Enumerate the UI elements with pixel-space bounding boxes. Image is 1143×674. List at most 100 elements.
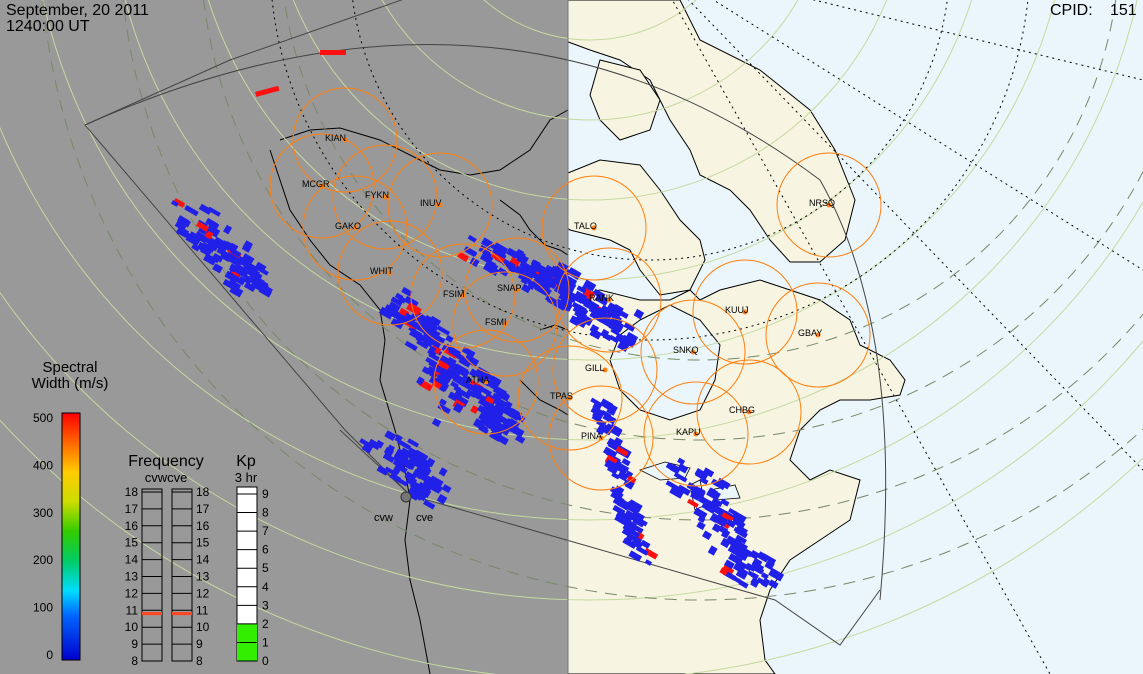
freq-tick-label-right: 18: [196, 485, 210, 499]
echo-cell: [232, 263, 248, 277]
kp-tick-label: 9: [262, 487, 269, 501]
echo-cell: [466, 389, 477, 398]
station-marker[interactable]: [591, 225, 597, 231]
echo-cell: [749, 550, 760, 560]
fov-outer-arc: [84, 44, 887, 601]
echo-cell: [490, 424, 504, 437]
station-fov-circle: [302, 175, 408, 281]
station-marker[interactable]: [693, 431, 699, 437]
echo-cell: [711, 497, 723, 507]
station-marker[interactable]: [742, 309, 748, 315]
echo-cell: [403, 312, 415, 324]
echo-cell: [556, 261, 570, 273]
echo-cell: [615, 446, 629, 457]
echo-cell: [404, 471, 417, 483]
station-marker[interactable]: [352, 225, 358, 231]
echo-cell: [768, 567, 785, 582]
echo-cell: [436, 325, 451, 336]
echo-cell: [441, 484, 452, 494]
colorbar-tick-label: 200: [33, 553, 53, 567]
echo-cell: [170, 199, 179, 207]
echo-cell: [521, 262, 536, 276]
echo-cell: [640, 539, 651, 549]
echo-cell: [677, 484, 691, 496]
kp-tick-label: 1: [262, 635, 269, 649]
echo-cell: [191, 243, 201, 252]
station-marker[interactable]: [514, 287, 520, 293]
echo-cell: [527, 279, 536, 287]
kp-tick-label: 7: [262, 524, 269, 538]
echo-cell: [505, 406, 522, 421]
station-marker[interactable]: [567, 395, 573, 401]
echo-cell: [398, 295, 407, 304]
station-marker[interactable]: [437, 202, 443, 208]
echo-cell: [486, 261, 499, 272]
freq-tick-label-left: 9: [131, 637, 138, 651]
freq-tick-label-right: 8: [196, 654, 203, 668]
station-marker[interactable]: [815, 332, 821, 338]
echo-cell: [477, 404, 488, 415]
echo-cell: [696, 521, 706, 531]
echo-cell: [732, 561, 744, 573]
station-fov-circle: [548, 385, 654, 491]
echo-cell: [574, 309, 588, 320]
echo-cell: [707, 545, 718, 556]
station-marker[interactable]: [502, 321, 508, 327]
echo-cell: [383, 446, 395, 457]
station-marker[interactable]: [342, 137, 348, 143]
kp-tick-label: 5: [262, 561, 269, 575]
radar-site-marker[interactable]: [400, 491, 412, 503]
freq-tick-label-left: 10: [125, 620, 139, 634]
echo-cell: [760, 572, 769, 580]
freq-tick-label-left: 18: [125, 485, 139, 499]
echo-cell: [396, 448, 410, 459]
station-label: PINA: [581, 431, 602, 441]
echo-cell: [485, 395, 495, 405]
echo-cell: [744, 563, 753, 572]
station-marker[interactable]: [690, 349, 696, 355]
echo-cell: [435, 373, 451, 387]
station-marker[interactable]: [746, 409, 752, 415]
kp-legend: Kp 3 hr 9 8 7 6 5 4 3 2 1 0: [235, 453, 269, 668]
station-label: MCGR: [302, 179, 330, 189]
station-marker[interactable]: [387, 270, 393, 276]
echo-cell: [195, 221, 210, 232]
freq-tick-label-right: 12: [196, 586, 210, 600]
echo-cell: [609, 309, 621, 320]
station-marker[interactable]: [483, 379, 489, 385]
station-label: KIAN: [325, 133, 346, 143]
echo-cell: [629, 528, 641, 538]
echo-cell: [429, 361, 441, 371]
cpid-label: CPID:: [1050, 2, 1093, 19]
echo-cell: [246, 262, 260, 273]
echo-cell: [254, 85, 280, 97]
magnetometer-stations: KIAN MCGR FYKN INUV GAKO WHIT FSIM SNAP FSMI ATHA…: [302, 133, 835, 441]
echo-cell: [608, 323, 621, 334]
station-marker[interactable]: [460, 293, 466, 299]
echo-cell: [725, 535, 741, 549]
echo-cell: [697, 515, 706, 523]
echo-cell: [550, 269, 562, 281]
echo-cell: [601, 311, 612, 322]
hudson-bay: [609, 304, 721, 421]
echo-cell: [212, 254, 223, 263]
station-marker[interactable]: [598, 435, 604, 441]
echo-cell: [479, 414, 493, 425]
echo-cell: [198, 203, 213, 215]
echo-cell: [592, 409, 605, 421]
echo-cell: [438, 361, 450, 371]
echo-cell: [467, 234, 477, 243]
station-marker[interactable]: [606, 297, 612, 303]
nightside-shade: [0, 0, 568, 674]
echo-cell: [476, 422, 489, 432]
station-marker[interactable]: [319, 183, 325, 189]
freq-tick-label-right: 13: [196, 570, 210, 584]
echo-cell: [230, 248, 242, 258]
station-marker[interactable]: [602, 367, 608, 373]
station-marker[interactable]: [382, 194, 388, 200]
echo-cell: [437, 403, 451, 415]
echo-cell: [623, 321, 636, 332]
echo-cell: [617, 462, 630, 472]
station-marker[interactable]: [826, 202, 832, 208]
freq-tick-label-left: 11: [126, 603, 139, 617]
